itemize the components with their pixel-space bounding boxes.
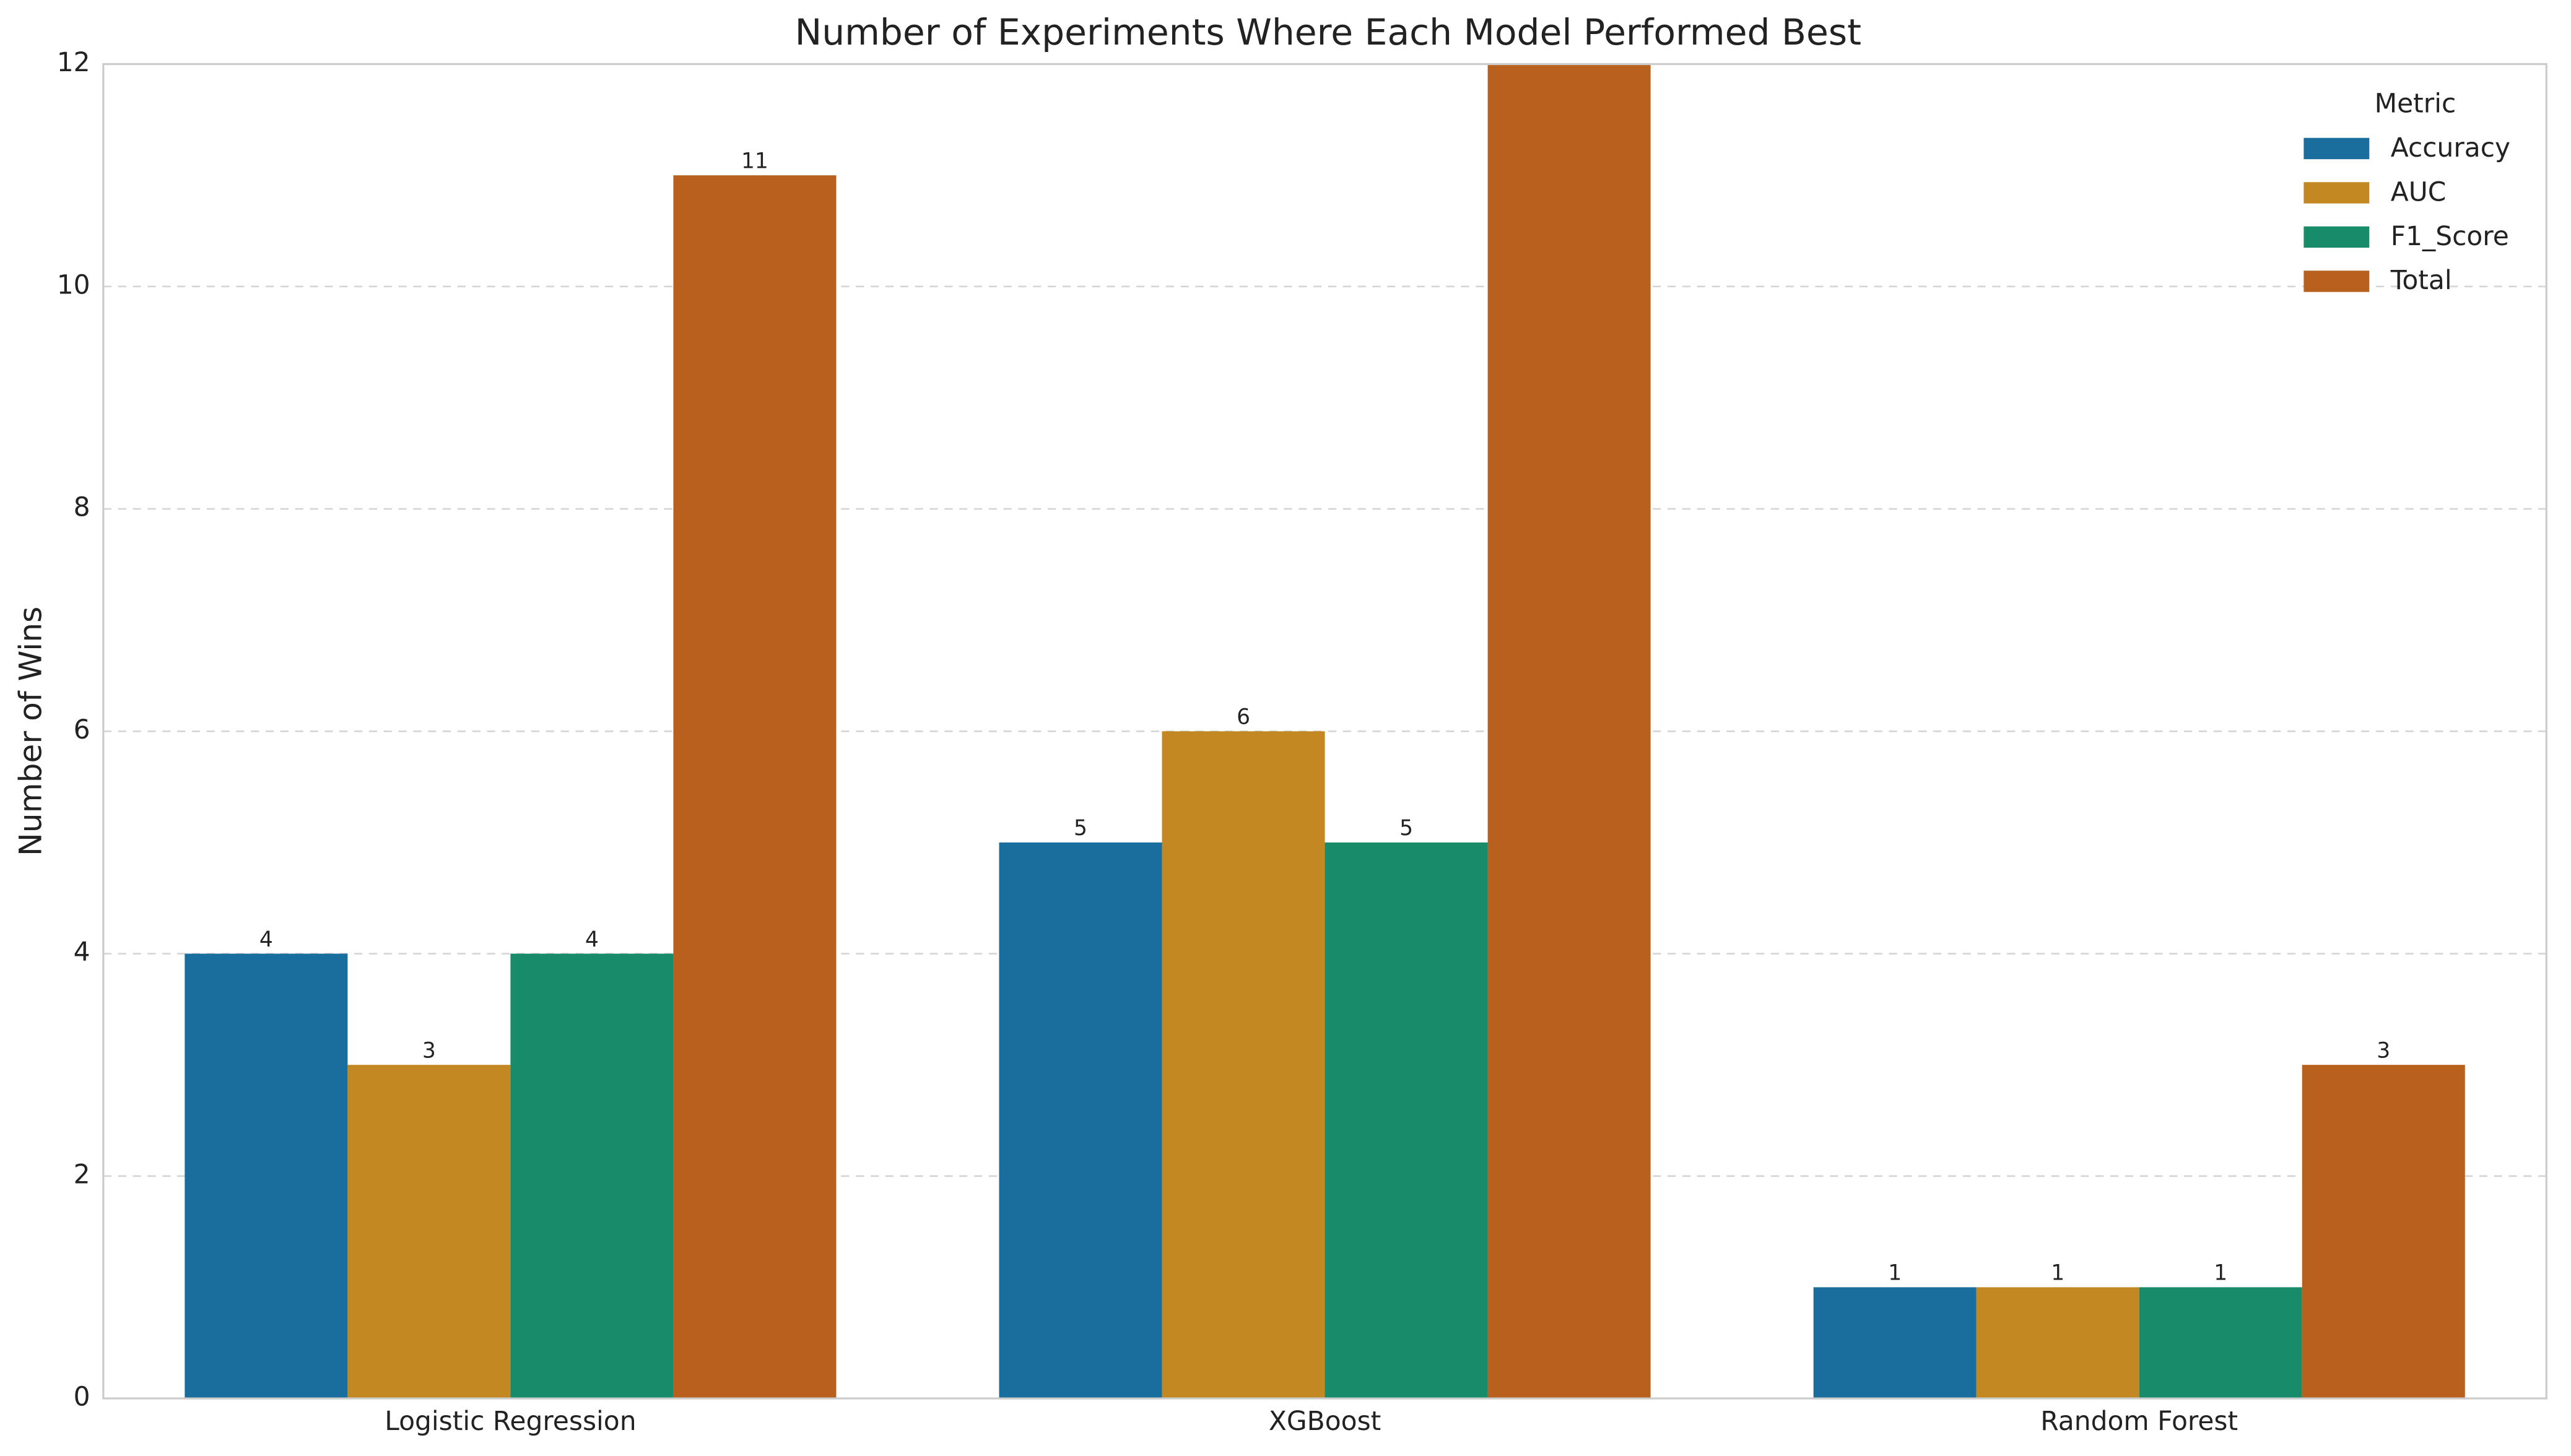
legend-swatch [2303, 226, 2370, 248]
legend-label: Accuracy [2391, 132, 2510, 163]
bar [1976, 1287, 2139, 1399]
value-label: 5 [1399, 816, 1413, 841]
chart-title: Number of Experiments Where Each Model P… [795, 11, 1861, 53]
legend-label: F1_Score [2391, 221, 2509, 251]
bar [1325, 842, 1488, 1399]
value-label: 6 [1237, 705, 1250, 730]
value-label: 4 [585, 927, 599, 952]
x-tick-label: Logistic Regression [385, 1406, 636, 1436]
bar [185, 953, 348, 1399]
bar [2302, 1065, 2465, 1399]
value-label: 1 [1888, 1261, 1902, 1286]
value-label: 3 [2377, 1038, 2390, 1063]
y-tick-label: 2 [74, 1159, 90, 1189]
bar [673, 175, 837, 1399]
y-tick-label: 6 [74, 714, 90, 745]
value-label: 1 [2051, 1261, 2064, 1286]
bar [510, 953, 674, 1399]
bars [185, 64, 2465, 1399]
bar [1487, 64, 1651, 1399]
y-axis-label: Number of Wins [12, 607, 48, 856]
value-label: 5 [1074, 816, 1087, 841]
legend-swatch [2303, 137, 2370, 160]
x-tick-label: Random Forest [2040, 1406, 2238, 1436]
legend-label: Total [2390, 265, 2452, 295]
y-tick-label: 8 [74, 492, 90, 522]
bar [347, 1065, 511, 1399]
y-tick-label: 0 [74, 1382, 90, 1412]
legend-swatch [2303, 182, 2370, 204]
plot-frame [102, 63, 2547, 1400]
value-label: 1 [2214, 1261, 2227, 1286]
value-label: 3 [422, 1038, 436, 1063]
x-tick-label: XGBoost [1269, 1406, 1381, 1436]
y-tick-label: 4 [74, 937, 90, 967]
bar [999, 842, 1162, 1399]
y-tick-label: 10 [57, 269, 90, 300]
legend-swatch [2303, 271, 2370, 292]
bar [2139, 1287, 2302, 1399]
value-label: 4 [259, 927, 273, 952]
value-label: 11 [741, 149, 768, 174]
legend-title: Metric [2375, 88, 2456, 118]
legend-label: AUC [2391, 176, 2447, 207]
bar [1813, 1287, 1977, 1399]
y-tick-label: 12 [57, 47, 90, 77]
bar [1162, 731, 1325, 1399]
